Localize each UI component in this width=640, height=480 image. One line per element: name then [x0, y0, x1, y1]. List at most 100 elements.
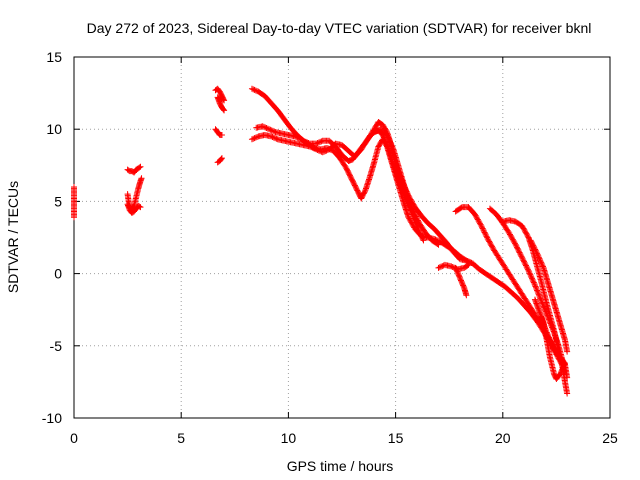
data-point	[519, 254, 526, 261]
trace-point	[535, 291, 542, 298]
trace-point	[436, 264, 443, 271]
trace-point	[541, 305, 548, 312]
trace-point	[385, 135, 392, 142]
data-point	[266, 126, 273, 133]
trace-point	[544, 341, 551, 348]
trace-point	[414, 216, 421, 223]
trace-point	[516, 249, 523, 256]
data-point	[469, 260, 476, 267]
trace-point	[534, 288, 541, 295]
trace-point	[477, 221, 484, 228]
gridlines	[74, 57, 610, 418]
trace-point	[383, 142, 390, 149]
trace-point	[521, 226, 528, 233]
trace-point	[496, 255, 503, 262]
trace-point	[402, 188, 409, 195]
trace-point	[447, 263, 454, 270]
trace-point	[138, 176, 145, 183]
trace-point	[448, 246, 455, 253]
trace-point	[524, 265, 531, 272]
trace-point	[293, 133, 300, 140]
trace-point	[533, 284, 540, 291]
trace-point	[550, 370, 557, 377]
trace-point	[215, 86, 222, 93]
trace-point	[308, 143, 315, 150]
trace-point	[537, 295, 544, 302]
trace-point	[131, 168, 138, 175]
trace-point	[386, 138, 393, 145]
trace-point	[462, 291, 469, 298]
trace-point	[260, 123, 267, 130]
y-tick-label: 10	[46, 121, 62, 137]
trace-point	[472, 212, 479, 219]
trace-point	[514, 245, 521, 252]
trace-point	[408, 219, 415, 226]
trace-point	[415, 218, 422, 225]
trace-point	[263, 125, 270, 132]
trace-point	[343, 156, 350, 163]
trace-point	[414, 217, 421, 224]
trace-point	[530, 278, 537, 285]
trace-point	[499, 282, 506, 289]
trace-point	[522, 229, 529, 236]
trace-point	[508, 275, 515, 282]
trace-point	[521, 258, 528, 265]
trace-point	[346, 171, 353, 178]
trace-point	[453, 266, 460, 273]
trace-point	[519, 300, 526, 307]
trace-point	[410, 223, 417, 230]
trace-point	[273, 135, 280, 142]
trace-point	[515, 285, 522, 292]
data-point	[435, 264, 442, 271]
trace-point	[458, 278, 465, 285]
trace-point	[515, 246, 522, 253]
trace-point	[277, 130, 284, 137]
trace-point	[267, 126, 274, 133]
trace-point	[284, 131, 291, 138]
trace-point	[361, 188, 368, 195]
data-point	[456, 274, 463, 281]
trace-point	[531, 280, 538, 287]
data-point	[527, 237, 534, 244]
trace-point	[326, 146, 333, 153]
trace-point	[532, 283, 539, 290]
x-tick-label: 25	[602, 430, 618, 446]
trace-point	[268, 127, 275, 134]
trace-point	[530, 243, 537, 250]
trace-point	[468, 259, 475, 266]
trace-point	[560, 359, 567, 366]
trace-point	[506, 287, 513, 294]
y-tick-label: 15	[46, 49, 62, 65]
trace-point	[513, 243, 520, 250]
series-b3	[214, 155, 225, 166]
trace-point	[543, 329, 550, 336]
trace-point	[389, 145, 396, 152]
trace-point	[523, 263, 530, 270]
trace-point	[470, 209, 477, 216]
trace-point	[354, 188, 361, 195]
data-point	[534, 250, 541, 257]
y-axis-label: SDTVAR / TECUs	[5, 181, 21, 293]
trace-point	[386, 137, 393, 144]
trace-point	[387, 139, 394, 146]
trace-point	[526, 269, 533, 276]
trace-point	[396, 185, 403, 192]
trace-point	[546, 335, 553, 342]
trace-point	[330, 142, 337, 149]
x-tick-label: 15	[388, 430, 404, 446]
trace-point	[461, 256, 468, 263]
trace-point	[392, 171, 399, 178]
trace-point	[381, 130, 388, 137]
trace-point	[271, 128, 278, 135]
trace-point	[325, 145, 332, 152]
trace-point	[412, 212, 419, 219]
series-c3	[253, 123, 476, 267]
trace-point	[269, 133, 276, 140]
trace-point	[521, 228, 528, 235]
series-t0	[71, 183, 77, 221]
trace-point	[270, 134, 277, 141]
trace-point	[279, 137, 286, 144]
trace-point	[481, 229, 488, 236]
trace-point	[456, 273, 463, 280]
trace-point	[504, 227, 511, 234]
